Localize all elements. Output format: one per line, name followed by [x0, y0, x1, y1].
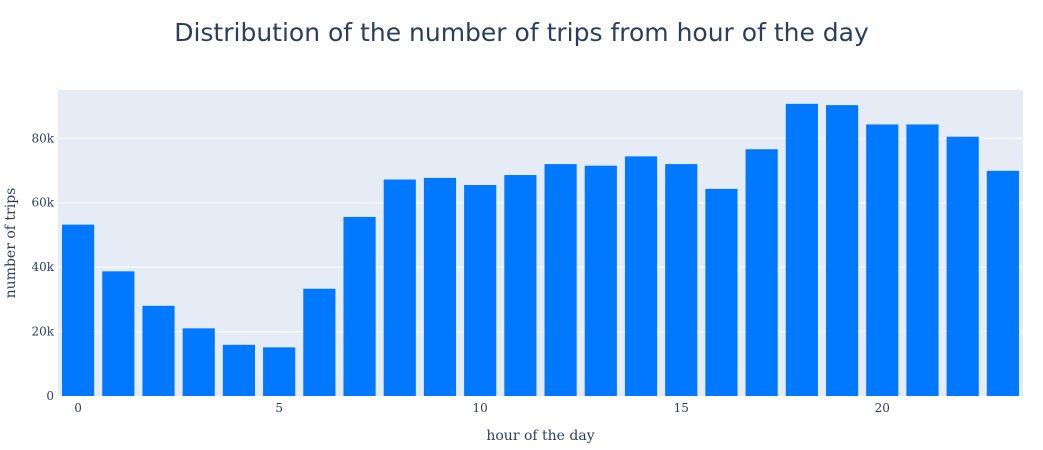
bar	[624, 156, 658, 396]
chart-title: Distribution of the number of trips from…	[174, 18, 869, 47]
bar	[303, 288, 336, 396]
bar	[705, 188, 738, 396]
y-tick-label: 40k	[31, 260, 54, 274]
x-tick-label: 5	[275, 401, 283, 415]
bar	[343, 216, 376, 396]
y-axis-title: number of trips	[3, 188, 19, 299]
y-tick-labels: 0 20k 40k 60k 80k	[31, 131, 54, 403]
bar	[383, 179, 416, 396]
bar	[785, 103, 818, 396]
x-tick-label: 0	[74, 401, 82, 415]
y-tick-label: 0	[46, 389, 54, 403]
y-tick-label: 20k	[31, 325, 54, 339]
x-tick-label: 10	[473, 401, 488, 415]
bar	[584, 165, 617, 396]
bar	[102, 271, 135, 396]
plot-background	[58, 90, 1023, 396]
bar	[986, 170, 1019, 396]
bar	[504, 175, 537, 396]
x-tick-label: 15	[674, 401, 689, 415]
bar	[222, 344, 256, 396]
bar	[665, 164, 698, 396]
bar	[825, 105, 859, 396]
bar	[866, 124, 899, 396]
bar	[544, 164, 577, 396]
bar	[62, 224, 95, 396]
bar	[263, 347, 296, 396]
y-tick-label: 60k	[31, 196, 54, 210]
bar	[906, 124, 939, 396]
bar	[182, 328, 215, 396]
bar	[745, 149, 778, 396]
y-tick-label: 80k	[31, 131, 54, 145]
bar	[946, 136, 979, 396]
x-tick-labels: 0 5 10 15 20	[74, 401, 890, 415]
x-axis-title: hour of the day	[486, 428, 594, 444]
x-tick-label: 20	[875, 401, 890, 415]
bar	[142, 305, 175, 396]
grid-lines	[58, 137, 1023, 333]
bars	[62, 103, 1019, 396]
bar	[464, 185, 497, 396]
bar	[423, 177, 457, 396]
